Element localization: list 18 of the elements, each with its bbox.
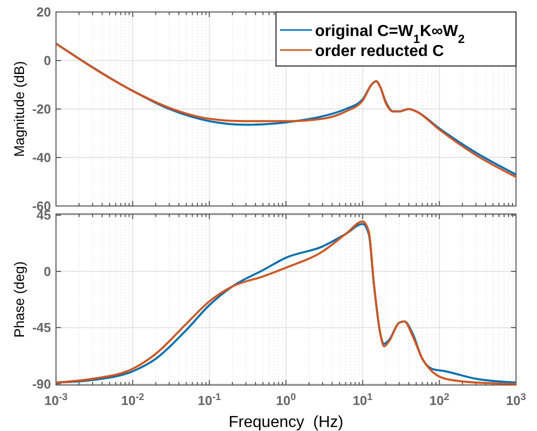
- x-tick-label: 10$^{0}$: [276, 392, 297, 408]
- y-tick-label: -45: [32, 320, 51, 336]
- x-axis-title: Frequency (Hz): [228, 414, 344, 431]
- y-axis-title: Magnitude (dB): [11, 61, 27, 157]
- x-tick-label: 10$^{-1}$: [198, 392, 222, 408]
- y-tick-label: 0: [44, 264, 51, 279]
- x-tick-label: 10$^{-3}$: [44, 392, 68, 408]
- y-tick-label: 0: [44, 53, 51, 68]
- legend-label: order reducted C: [315, 43, 444, 60]
- y-tick-label: -90: [32, 376, 51, 392]
- x-tick-label: 10$^{-2}$: [121, 392, 145, 408]
- y-tick-label: 20: [36, 4, 51, 20]
- y-tick-label: -20: [32, 102, 51, 116]
- x-tick-label: 10$^{3}$: [506, 392, 527, 408]
- y-axis-title: Phase (deg): [11, 261, 27, 338]
- x-tick-label: 10$^{2}$: [429, 392, 450, 408]
- x-tick-label: 10$^{1}$: [352, 392, 374, 408]
- y-tick-label: -40: [32, 150, 51, 165]
